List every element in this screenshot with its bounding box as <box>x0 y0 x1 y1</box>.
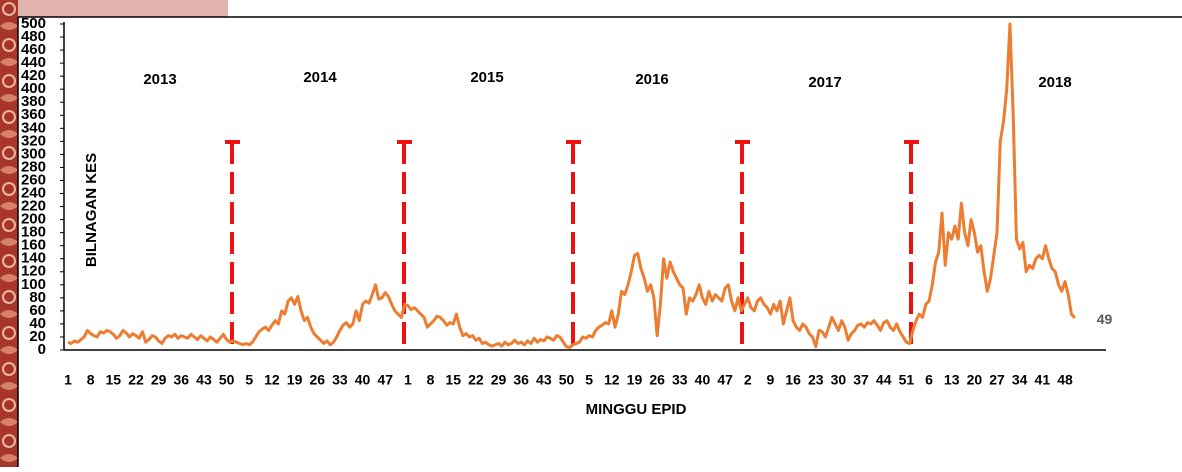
x-tick-label: 44 <box>876 372 892 388</box>
x-tick-label: 34 <box>1012 372 1028 388</box>
x-tick-label: 22 <box>128 372 144 388</box>
year-label: 2015 <box>470 69 503 86</box>
year-label: 2013 <box>143 71 176 88</box>
x-tick-label: 27 <box>989 372 1005 388</box>
x-tick-label: 5 <box>245 372 253 388</box>
x-tick-label: 43 <box>196 372 212 388</box>
x-tick-label: 30 <box>831 372 847 388</box>
decor-strip <box>0 0 18 467</box>
x-tick-label: 29 <box>151 372 167 388</box>
x-tick-label: 23 <box>808 372 824 388</box>
x-tick-label: 6 <box>925 372 933 388</box>
x-tick-label: 15 <box>106 372 122 388</box>
x-tick-label: 5 <box>585 372 593 388</box>
x-axis-title: MINGGU EPID <box>586 401 687 418</box>
end-value-label: 49 <box>1097 311 1113 327</box>
chart: 2013 2014 2015 2016 2017 2018 BILNAGAN K… <box>0 0 1182 467</box>
x-tick-label: 12 <box>264 372 280 388</box>
x-tick-label: 9 <box>767 372 775 388</box>
x-tick-label: 19 <box>287 372 303 388</box>
x-tick-label: 36 <box>513 372 529 388</box>
year-label: 2018 <box>1038 74 1071 91</box>
x-tick-label: 1 <box>404 372 412 388</box>
x-tick-label: 19 <box>627 372 643 388</box>
x-tick-label: 26 <box>309 372 325 388</box>
decor-top <box>18 0 228 17</box>
x-tick-label: 20 <box>967 372 983 388</box>
year-label: 2016 <box>635 71 668 88</box>
year-label: 2014 <box>303 69 337 86</box>
x-tick-label: 37 <box>853 372 869 388</box>
year-label: 2017 <box>808 74 841 91</box>
year-separators <box>225 142 919 350</box>
x-tick-label: 48 <box>1057 372 1073 388</box>
x-tick-label: 33 <box>672 372 688 388</box>
x-tick-label: 8 <box>87 372 95 388</box>
x-tick-label: 50 <box>219 372 235 388</box>
x-tick-label: 41 <box>1035 372 1051 388</box>
y-tick-label: 500 <box>21 15 46 32</box>
x-tick-label: 47 <box>717 372 733 388</box>
x-tick-label: 40 <box>355 372 371 388</box>
x-tick-label: 22 <box>468 372 484 388</box>
x-tick-label: 50 <box>559 372 575 388</box>
x-tick-label: 16 <box>785 372 801 388</box>
x-tick-label: 8 <box>427 372 435 388</box>
x-tick-label: 2 <box>744 372 752 388</box>
x-tick-label: 33 <box>332 372 348 388</box>
x-tick-label: 1 <box>64 372 72 388</box>
x-tick-label: 36 <box>174 372 190 388</box>
y-axis-title: BILNAGAN KES <box>83 153 100 267</box>
x-tick-label: 43 <box>536 372 552 388</box>
x-tick-label: 47 <box>377 372 393 388</box>
x-tick-label: 29 <box>491 372 507 388</box>
x-tick-label: 51 <box>899 372 915 388</box>
x-tick-label: 13 <box>944 372 960 388</box>
x-tick-label: 15 <box>445 372 461 388</box>
x-tick-label: 12 <box>604 372 620 388</box>
x-tick-label: 40 <box>695 372 711 388</box>
x-tick-label: 26 <box>649 372 665 388</box>
